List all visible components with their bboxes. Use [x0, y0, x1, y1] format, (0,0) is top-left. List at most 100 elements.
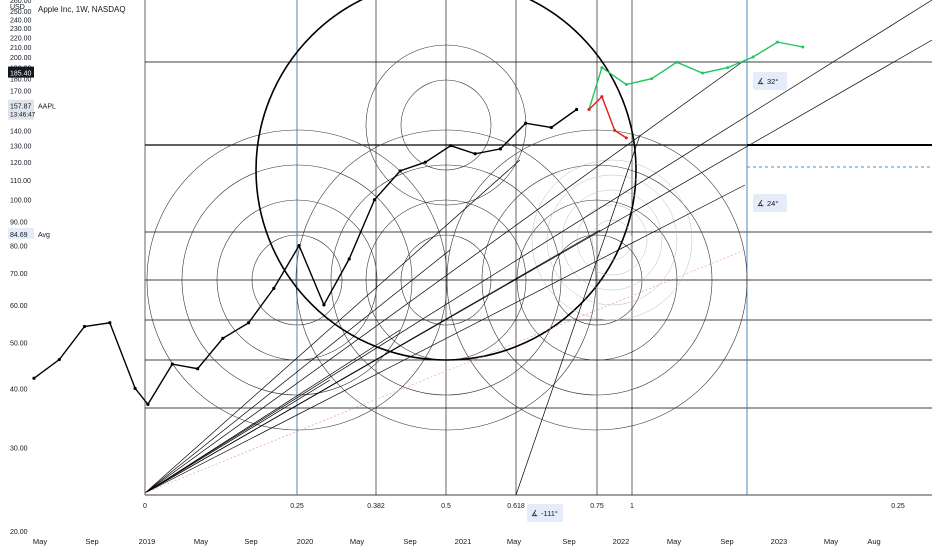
trend-dotted-line	[144, 249, 746, 494]
data-point-aapl	[146, 402, 150, 406]
gann-circle	[251, 234, 343, 326]
y-tick-label: 130.00	[10, 144, 32, 151]
data-point-aapl	[449, 144, 453, 148]
fib-label: 0.25	[290, 503, 304, 510]
x-tick-label: May	[507, 537, 521, 546]
x-tick-label: Sep	[720, 537, 733, 546]
gann-circle	[446, 129, 748, 431]
x-tick-label: Sep	[562, 537, 575, 546]
fib-label: 0	[143, 503, 147, 510]
x-tick-label: 2022	[613, 537, 630, 546]
gann-fan-line	[515, 134, 641, 496]
x-tick-label: May	[33, 537, 47, 546]
y-tick-label-top: 260.00	[10, 0, 32, 5]
data-point-aapl	[575, 107, 579, 112]
angle-label: 24°	[767, 199, 778, 208]
fib-label: 0.75	[590, 503, 604, 510]
gann-fan-line	[144, 184, 746, 494]
y-tick-label: 80.00	[10, 244, 28, 251]
gann-circle	[400, 234, 492, 326]
data-point-aapl	[170, 362, 174, 366]
avg-price-badge	[8, 227, 34, 239]
gann-fan-line	[144, 249, 451, 494]
aapl-price-label: 157.87	[10, 104, 32, 111]
x-tick-label: 2020	[297, 537, 314, 546]
data-point-aapl	[423, 160, 428, 164]
data-point-aapl	[57, 357, 61, 362]
current-price-badge	[8, 66, 34, 78]
y-tick-label: 20.00	[10, 529, 28, 536]
data-point-projection-up	[701, 71, 705, 75]
data-point-aapl	[133, 386, 137, 390]
y-tick-label: 100.00	[10, 198, 32, 205]
gann-circle	[365, 44, 527, 206]
data-point-aapl	[322, 303, 326, 307]
projection-layer	[587, 40, 805, 140]
gann-circle	[295, 129, 597, 431]
data-point-aapl	[272, 286, 276, 290]
data-point-projection-up	[650, 77, 654, 81]
y-tick-label: 210.00	[10, 45, 32, 52]
gann-circle-minor	[576, 204, 648, 276]
y-tick-label: 220.00	[10, 35, 32, 42]
gann-fan-line	[144, 0, 932, 494]
data-point-projection-up	[775, 40, 779, 44]
y-tick-label: 180.00	[10, 77, 32, 84]
gann-fan-layer	[144, 0, 932, 496]
y-tick-label: 50.00	[10, 340, 28, 347]
angle-icon: ∡	[531, 509, 538, 518]
angle-label: -111°	[541, 509, 558, 518]
aapl-time-label: 13:46:47	[10, 112, 36, 119]
fib-label: 0.25	[891, 503, 905, 510]
x-tick-label: May	[824, 537, 838, 546]
y-tick-label: 70.00	[10, 271, 28, 278]
gann-circle-minor	[561, 189, 663, 291]
data-point-aapl	[372, 198, 377, 202]
axes-layer: 20.00 30.00 40.00 50.00 60.00 70.00 80.00 90.00…	[10, 0, 905, 546]
data-point-aapl	[398, 169, 402, 173]
data-point-projection-down	[587, 107, 591, 111]
y-tick-label: 110.00	[10, 178, 31, 185]
gann-circle-major	[255, 0, 637, 361]
x-tick-label: Aug	[867, 537, 880, 546]
y-tick-label: 120.00	[10, 160, 32, 167]
fib-label: 0.382	[367, 503, 385, 510]
gann-grid-layer	[144, 0, 932, 496]
angle-label: 32°	[767, 77, 778, 86]
y-tick-label: 240.00	[10, 17, 32, 24]
fib-label: 1	[630, 503, 634, 510]
gann-fan-line	[144, 229, 601, 494]
badges-layer: ∡ 32°∡ 24°∡ -111°185.40157.8713:46:47AAPL84…	[8, 66, 787, 522]
angle-icon: ∡	[757, 77, 764, 86]
gann-fan-line	[144, 329, 401, 494]
y-tick-label: 200.00	[10, 55, 32, 62]
y-tick-label: 90.00	[10, 219, 28, 226]
avg-label: Avg	[38, 232, 50, 239]
x-tick-label: May	[667, 537, 681, 546]
gann-circle	[516, 199, 678, 361]
gann-circle	[216, 199, 378, 361]
data-point-aapl	[32, 376, 36, 380]
aapl-symbol-label: AAPL	[38, 104, 56, 111]
data-point-projection-down	[624, 136, 628, 140]
data-point-aapl	[196, 367, 200, 371]
data-point-aapl	[108, 321, 112, 325]
data-point-projection-down	[613, 128, 617, 132]
data-point-projection-up	[600, 66, 604, 70]
avg-price-label: 84.69	[10, 232, 28, 239]
y-tick-label: 40.00	[10, 386, 28, 393]
y-tick-label: 250.00	[10, 9, 32, 16]
x-tick-label: 2023	[771, 537, 788, 546]
chart-title: Apple Inc, 1W, NASDAQ	[38, 5, 126, 14]
data-point-aapl	[473, 152, 477, 156]
x-tick-label: 2019	[139, 537, 156, 546]
data-point-aapl	[221, 336, 225, 340]
angle-icon: ∡	[757, 199, 764, 208]
gann-circles-layer	[146, 0, 748, 431]
current-price-label: 185.40	[10, 71, 32, 78]
x-tick-label: Sep	[85, 537, 98, 546]
angle-badge	[753, 194, 787, 212]
series-line-projection-up	[588, 41, 803, 110]
